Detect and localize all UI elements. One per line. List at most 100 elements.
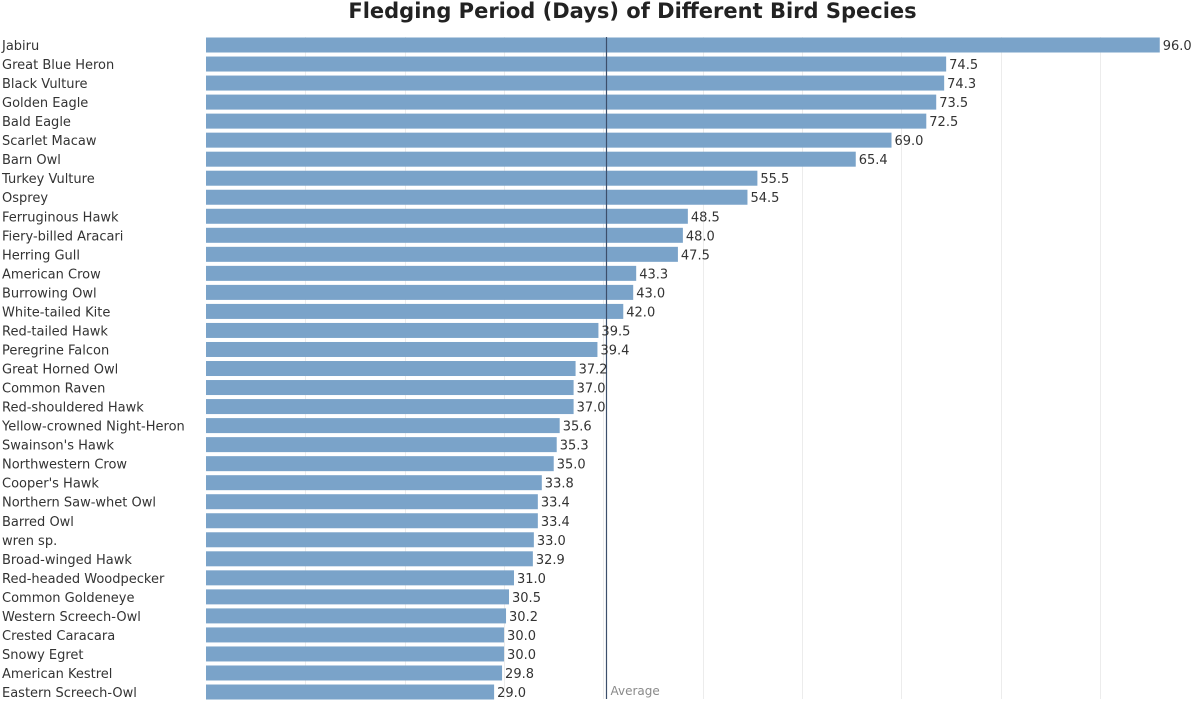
value-label: 43.3 — [639, 267, 668, 282]
value-label: 74.5 — [949, 58, 978, 73]
category-label: Northern Saw-whet Owl — [2, 496, 156, 511]
average-label-bg — [608, 682, 668, 700]
bar — [206, 475, 542, 491]
value-label: 33.8 — [545, 477, 574, 492]
value-label: 54.5 — [750, 191, 779, 206]
chart-title: Fledging Period (Days) of Different Bird… — [348, 0, 917, 23]
bar — [206, 418, 560, 434]
average-reference: Average — [605, 37, 668, 700]
value-label: 39.5 — [601, 324, 630, 339]
bar — [206, 684, 495, 700]
bar — [206, 646, 505, 662]
bar — [206, 627, 505, 643]
category-label: Golden Eagle — [2, 96, 88, 111]
bar — [206, 322, 599, 338]
value-label: 31.0 — [517, 572, 546, 587]
category-label: Yellow-crowned Night-Heron — [1, 420, 185, 435]
value-label: 37.0 — [577, 401, 606, 416]
bar — [206, 246, 678, 262]
category-label: Snowy Egret — [2, 648, 84, 663]
category-label: Common Raven — [2, 382, 105, 397]
category-label: White-tailed Kite — [2, 305, 110, 320]
value-label: 35.3 — [560, 439, 589, 454]
bar — [206, 208, 688, 224]
bar — [206, 494, 538, 510]
bar — [206, 608, 507, 624]
category-label: Crested Caracara — [2, 629, 115, 644]
bar — [206, 113, 927, 129]
value-label: 30.0 — [507, 629, 536, 644]
category-label: Fiery-billed Aracari — [2, 229, 123, 244]
category-label: Great Horned Owl — [2, 363, 118, 378]
value-label: 69.0 — [895, 134, 924, 149]
bar — [206, 380, 574, 396]
bar — [206, 589, 510, 605]
category-label: Barred Owl — [2, 515, 74, 530]
bar — [206, 37, 1160, 53]
category-label: Turkey Vulture — [1, 172, 95, 187]
value-label: 33.4 — [541, 515, 570, 530]
value-label: 65.4 — [859, 153, 888, 168]
bar — [206, 75, 945, 91]
category-label: Eastern Screech-Owl — [2, 686, 137, 701]
value-label: 55.5 — [760, 172, 789, 187]
value-label: 29.0 — [497, 686, 526, 701]
bar — [206, 341, 598, 357]
category-label: Burrowing Owl — [2, 286, 97, 301]
category-label: Western Screech-Owl — [2, 610, 141, 625]
value-label: 39.4 — [600, 343, 629, 358]
bar — [206, 94, 937, 110]
category-label: Red-shouldered Hawk — [2, 401, 144, 416]
bar — [206, 284, 634, 300]
category-label: Broad-winged Hawk — [2, 553, 132, 568]
value-label: 96.0 — [1163, 39, 1192, 54]
value-label: 37.2 — [579, 363, 608, 378]
bar — [206, 227, 683, 243]
category-label: Common Goldeneye — [2, 591, 135, 606]
value-labels: 96.0 74.5 74.3 73.5 72.5 69.0 65.4 55.5 54.5 48.5… — [497, 39, 1192, 701]
value-label: 33.4 — [541, 496, 570, 511]
bar — [206, 151, 856, 167]
value-label: 29.8 — [505, 667, 534, 682]
value-label: 73.5 — [939, 96, 968, 111]
bar — [206, 513, 538, 529]
bar — [206, 132, 892, 148]
bars — [206, 37, 1160, 700]
bar — [206, 437, 557, 453]
category-label: Cooper's Hawk — [2, 477, 99, 492]
value-label: 74.3 — [947, 77, 976, 92]
value-label: 30.0 — [507, 648, 536, 663]
average-label: Average — [611, 684, 660, 698]
bar — [206, 265, 637, 281]
bar — [206, 456, 554, 472]
category-label: American Kestrel — [2, 667, 112, 682]
category-label: Herring Gull — [2, 248, 80, 263]
category-label: Bald Eagle — [2, 115, 71, 130]
bar — [206, 570, 514, 586]
category-label: Osprey — [2, 191, 48, 206]
value-label: 32.9 — [536, 553, 565, 568]
category-label: Peregrine Falcon — [2, 343, 109, 358]
category-label: Northwestern Crow — [2, 458, 127, 473]
category-label: American Crow — [2, 267, 101, 282]
bar — [206, 170, 758, 186]
category-labels: Jabiru Great Blue Heron Black Vulture Golde… — [1, 39, 185, 701]
bar — [206, 56, 947, 72]
value-label: 35.0 — [557, 458, 586, 473]
value-label: 35.6 — [563, 420, 592, 435]
category-label: Great Blue Heron — [2, 58, 114, 73]
value-label: 30.5 — [512, 591, 541, 606]
bar — [206, 551, 533, 567]
category-label: Swainson's Hawk — [2, 439, 115, 454]
bar — [206, 399, 574, 415]
category-label: Barn Owl — [2, 153, 61, 168]
value-label: 48.0 — [686, 229, 715, 244]
value-label: 33.0 — [537, 534, 566, 549]
value-label: 30.2 — [509, 610, 538, 625]
category-label: Ferruginous Hawk — [2, 210, 119, 225]
category-label: wren sp. — [2, 534, 57, 549]
bar — [206, 361, 576, 377]
value-label: 72.5 — [929, 115, 958, 130]
category-label: Black Vulture — [2, 77, 88, 92]
value-label: 47.5 — [681, 248, 710, 263]
